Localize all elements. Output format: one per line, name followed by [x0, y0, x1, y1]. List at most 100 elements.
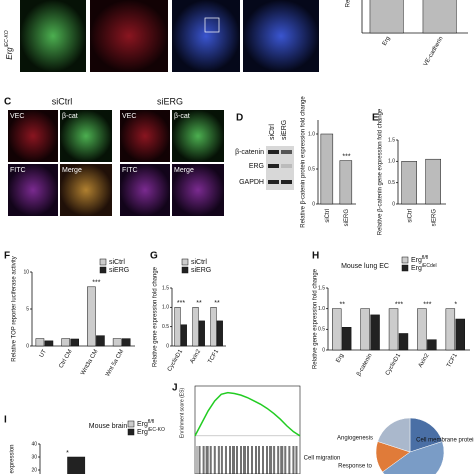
- x-tick-label: Ctrl CM: [58, 349, 73, 370]
- blot-row: β-catenin: [235, 149, 264, 156]
- significance: ***: [395, 302, 403, 309]
- y-tick-label: 30: [31, 454, 37, 460]
- y-axis-label: Relative β-catenin gene expression fold …: [378, 108, 384, 235]
- bar: [174, 307, 181, 347]
- legend-sup: iECdel: [422, 263, 437, 269]
- y-tick-label: 1.0: [318, 306, 325, 312]
- bar: [192, 307, 199, 347]
- channel-label: VEC: [10, 113, 24, 120]
- legend-swatch: [127, 420, 135, 428]
- legend-name: siERG: [191, 267, 211, 274]
- x-tick-label: CyclinD1: [167, 348, 185, 372]
- y-tick-label: 1.0: [388, 159, 395, 165]
- x-tick-label: siERG: [432, 209, 438, 227]
- channel-label: FITC: [122, 167, 138, 174]
- bar: [61, 338, 70, 347]
- y-axis-label: Relative β-catenin protein expression fo…: [301, 96, 307, 228]
- bar: [180, 324, 187, 347]
- channel-label: β-cat: [62, 113, 78, 120]
- significance: ***: [92, 280, 100, 287]
- y-tick-label: 0: [322, 347, 325, 353]
- bar: [332, 308, 342, 351]
- western-blot: [266, 146, 294, 190]
- significance: ***: [177, 300, 185, 307]
- panel-letter: H: [312, 251, 319, 262]
- legend-label: Ergfl/fl: [411, 255, 428, 264]
- legend-label: ErgiECdel: [411, 263, 437, 272]
- significance: *: [66, 450, 69, 457]
- bar: [370, 314, 380, 351]
- genotype-label: ErgiEC-KO: [4, 30, 14, 60]
- x-tick-label: β-catenin: [356, 353, 374, 377]
- y-axis-label: Relative gene expression fold change: [313, 268, 319, 369]
- y-tick-label: 5: [26, 306, 29, 312]
- x-tick-label: UT: [39, 349, 48, 359]
- bar: [401, 161, 417, 205]
- bar: [427, 339, 437, 351]
- channel-label: β-cat: [174, 113, 190, 120]
- x-tick-label: Axin2: [418, 352, 431, 369]
- legend-name: Erg: [411, 257, 422, 264]
- y-tick-label: 1.5: [318, 285, 325, 291]
- legend-name: siERG: [109, 267, 129, 274]
- legend-label: siERG: [191, 267, 211, 274]
- bar: [216, 320, 223, 347]
- significance: **: [196, 300, 202, 307]
- x-tick-label: CyclinD1: [385, 352, 403, 376]
- y-tick-label: 0.5: [162, 324, 169, 330]
- legend-label: siCtrl: [191, 259, 207, 266]
- bar: [70, 338, 79, 347]
- condition-label: siERG: [157, 96, 183, 106]
- legend-name: Erg: [411, 265, 422, 272]
- channel-label: Merge: [62, 167, 82, 174]
- panel-letter: D: [236, 113, 243, 124]
- legend-swatch: [99, 258, 107, 266]
- pie-label: Cell migration: [304, 456, 341, 462]
- x-tick-label: siERG: [344, 209, 350, 227]
- micrographs-a: [20, 0, 319, 72]
- micrographs-c: [8, 110, 224, 216]
- x-tick-label: VE-cadherin: [423, 36, 445, 68]
- legend-sup: fl/fl: [148, 419, 154, 425]
- bar: [96, 335, 105, 347]
- bar: [398, 333, 409, 351]
- y-tick-label: 1.5: [388, 137, 395, 143]
- significance: ***: [423, 302, 431, 309]
- y-tick-label: 10: [23, 269, 29, 275]
- chart-title: Mouse brain: [89, 423, 128, 430]
- x-tick-label: Wnt3a CM: [80, 349, 99, 377]
- bar: [339, 160, 353, 205]
- channel-label: Merge: [174, 167, 194, 174]
- legend-label: siERG: [109, 267, 129, 274]
- y-tick-label: 0.5: [388, 180, 395, 186]
- panel-letter: G: [150, 251, 158, 262]
- panel-letter: C: [4, 97, 11, 108]
- legend-label: ErgiEC-KO: [137, 427, 165, 436]
- y-tick-label: 40: [31, 441, 37, 447]
- legend-swatch: [181, 258, 189, 266]
- chart-title: Mouse lung EC: [341, 263, 389, 270]
- condition-label: siCtrl: [52, 96, 73, 106]
- legend-label: Ergfl/fl: [137, 419, 154, 428]
- y-tick-label: 0.5: [308, 166, 315, 172]
- bar: [360, 308, 370, 351]
- y-axis-label: Relative: [346, 0, 352, 7]
- legend-swatch: [99, 266, 107, 274]
- pie-slice: [409, 417, 443, 453]
- blot-row: GAPDH: [239, 179, 264, 186]
- y-tick-label: 0.5: [318, 327, 325, 333]
- panel-letter: I: [4, 415, 7, 426]
- panel-letter: E: [372, 113, 379, 124]
- legend-swatch: [127, 428, 135, 436]
- bar: [425, 158, 441, 205]
- bar: [210, 307, 217, 347]
- legend-sup: iEC-KO: [148, 427, 165, 433]
- pie-label: Cell membrane proteins: [416, 438, 474, 444]
- panel-letter: J: [172, 383, 178, 394]
- pie-label: Response to: [338, 464, 372, 470]
- plot-frame: [194, 385, 301, 474]
- y-axis-label: Enrichment score (ES): [179, 388, 185, 439]
- legend-swatch: [401, 256, 409, 264]
- x-tick-label: siCtrl: [325, 209, 331, 223]
- pie-label: Angiogenesis: [337, 436, 373, 442]
